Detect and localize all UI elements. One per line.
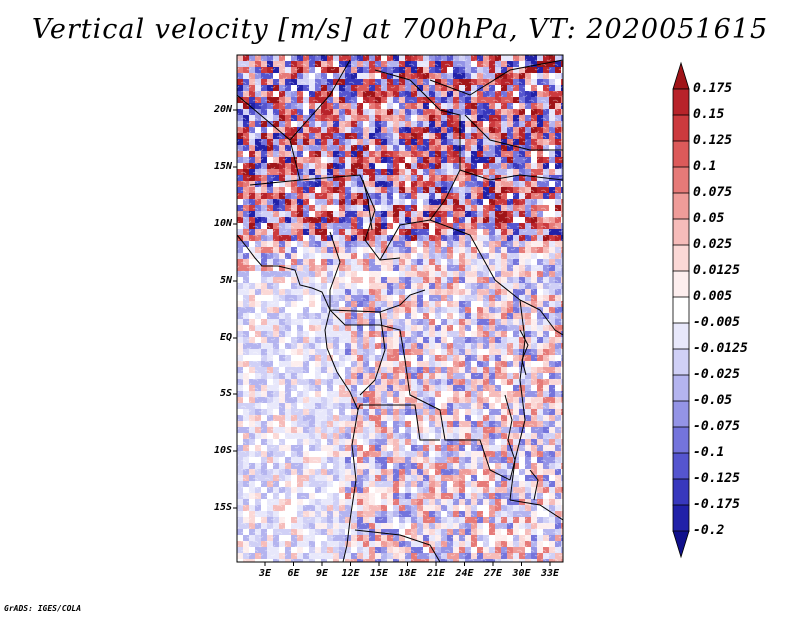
lat-label: 15N [192,161,232,172]
lat-label: 20N [192,104,232,115]
lon-label: 18E [393,568,423,579]
colorbar [673,63,689,557]
colorbar-swatch [673,401,689,427]
colorbar-label: -0.125 [693,471,740,486]
colorbar-swatch [673,427,689,453]
lon-label: 24E [450,568,480,579]
colorbar-label: 0.175 [693,81,732,96]
lon-label: 33E [535,568,565,579]
colorbar-label: -0.025 [693,367,740,382]
colorbar-swatch [673,167,689,193]
lat-label: 5S [192,388,232,399]
colorbar-label: 0.125 [693,133,732,148]
lon-label: 9E [307,568,337,579]
colorbar-swatch [673,63,689,89]
colorbar-swatch [673,323,689,349]
colorbar-swatch [673,375,689,401]
lat-label: 5N [192,275,232,286]
colorbar-swatch [673,271,689,297]
lon-label: 30E [507,568,537,579]
colorbar-label: -0.0125 [693,341,748,356]
colorbar-label: -0.05 [693,393,732,408]
colorbar-label: -0.175 [693,497,740,512]
lon-label: 15E [364,568,394,579]
colorbar-swatch [673,193,689,219]
colorbar-label: -0.075 [693,419,740,434]
colorbar-swatch [673,297,689,323]
colorbar-swatch [673,531,689,557]
lon-label: 12E [336,568,366,579]
colorbar-label: 0.025 [693,237,732,252]
colorbar-label: -0.1 [693,445,724,460]
colorbar-label: -0.2 [693,523,724,538]
colorbar-swatch [673,115,689,141]
colorbar-swatch [673,505,689,531]
lon-label: 3E [250,568,280,579]
lat-label: 10S [192,445,232,456]
colorbar-swatch [673,349,689,375]
colorbar-swatch [673,219,689,245]
colorbar-label: 0.05 [693,211,724,226]
lon-label: 21E [421,568,451,579]
colorbar-swatch [673,89,689,115]
lon-label: 27E [478,568,508,579]
grads-credit: GrADS: IGES/COLA [4,604,81,613]
colorbar-label: 0.0125 [693,263,740,278]
colorbar-swatch [673,453,689,479]
colorbar-label: 0.15 [693,107,724,122]
colorbar-label: 0.1 [693,159,716,174]
lat-label: 15S [192,502,232,513]
colorbar-swatch [673,141,689,167]
field-texture [237,55,563,562]
colorbar-swatch [673,479,689,505]
colorbar-label: 0.005 [693,289,732,304]
map-figure [0,0,800,618]
colorbar-label: 0.075 [693,185,732,200]
colorbar-swatch [673,245,689,271]
colorbar-label: -0.005 [693,315,740,330]
lon-label: 6E [279,568,309,579]
lat-label: 10N [192,218,232,229]
lat-label: EQ [192,332,232,343]
